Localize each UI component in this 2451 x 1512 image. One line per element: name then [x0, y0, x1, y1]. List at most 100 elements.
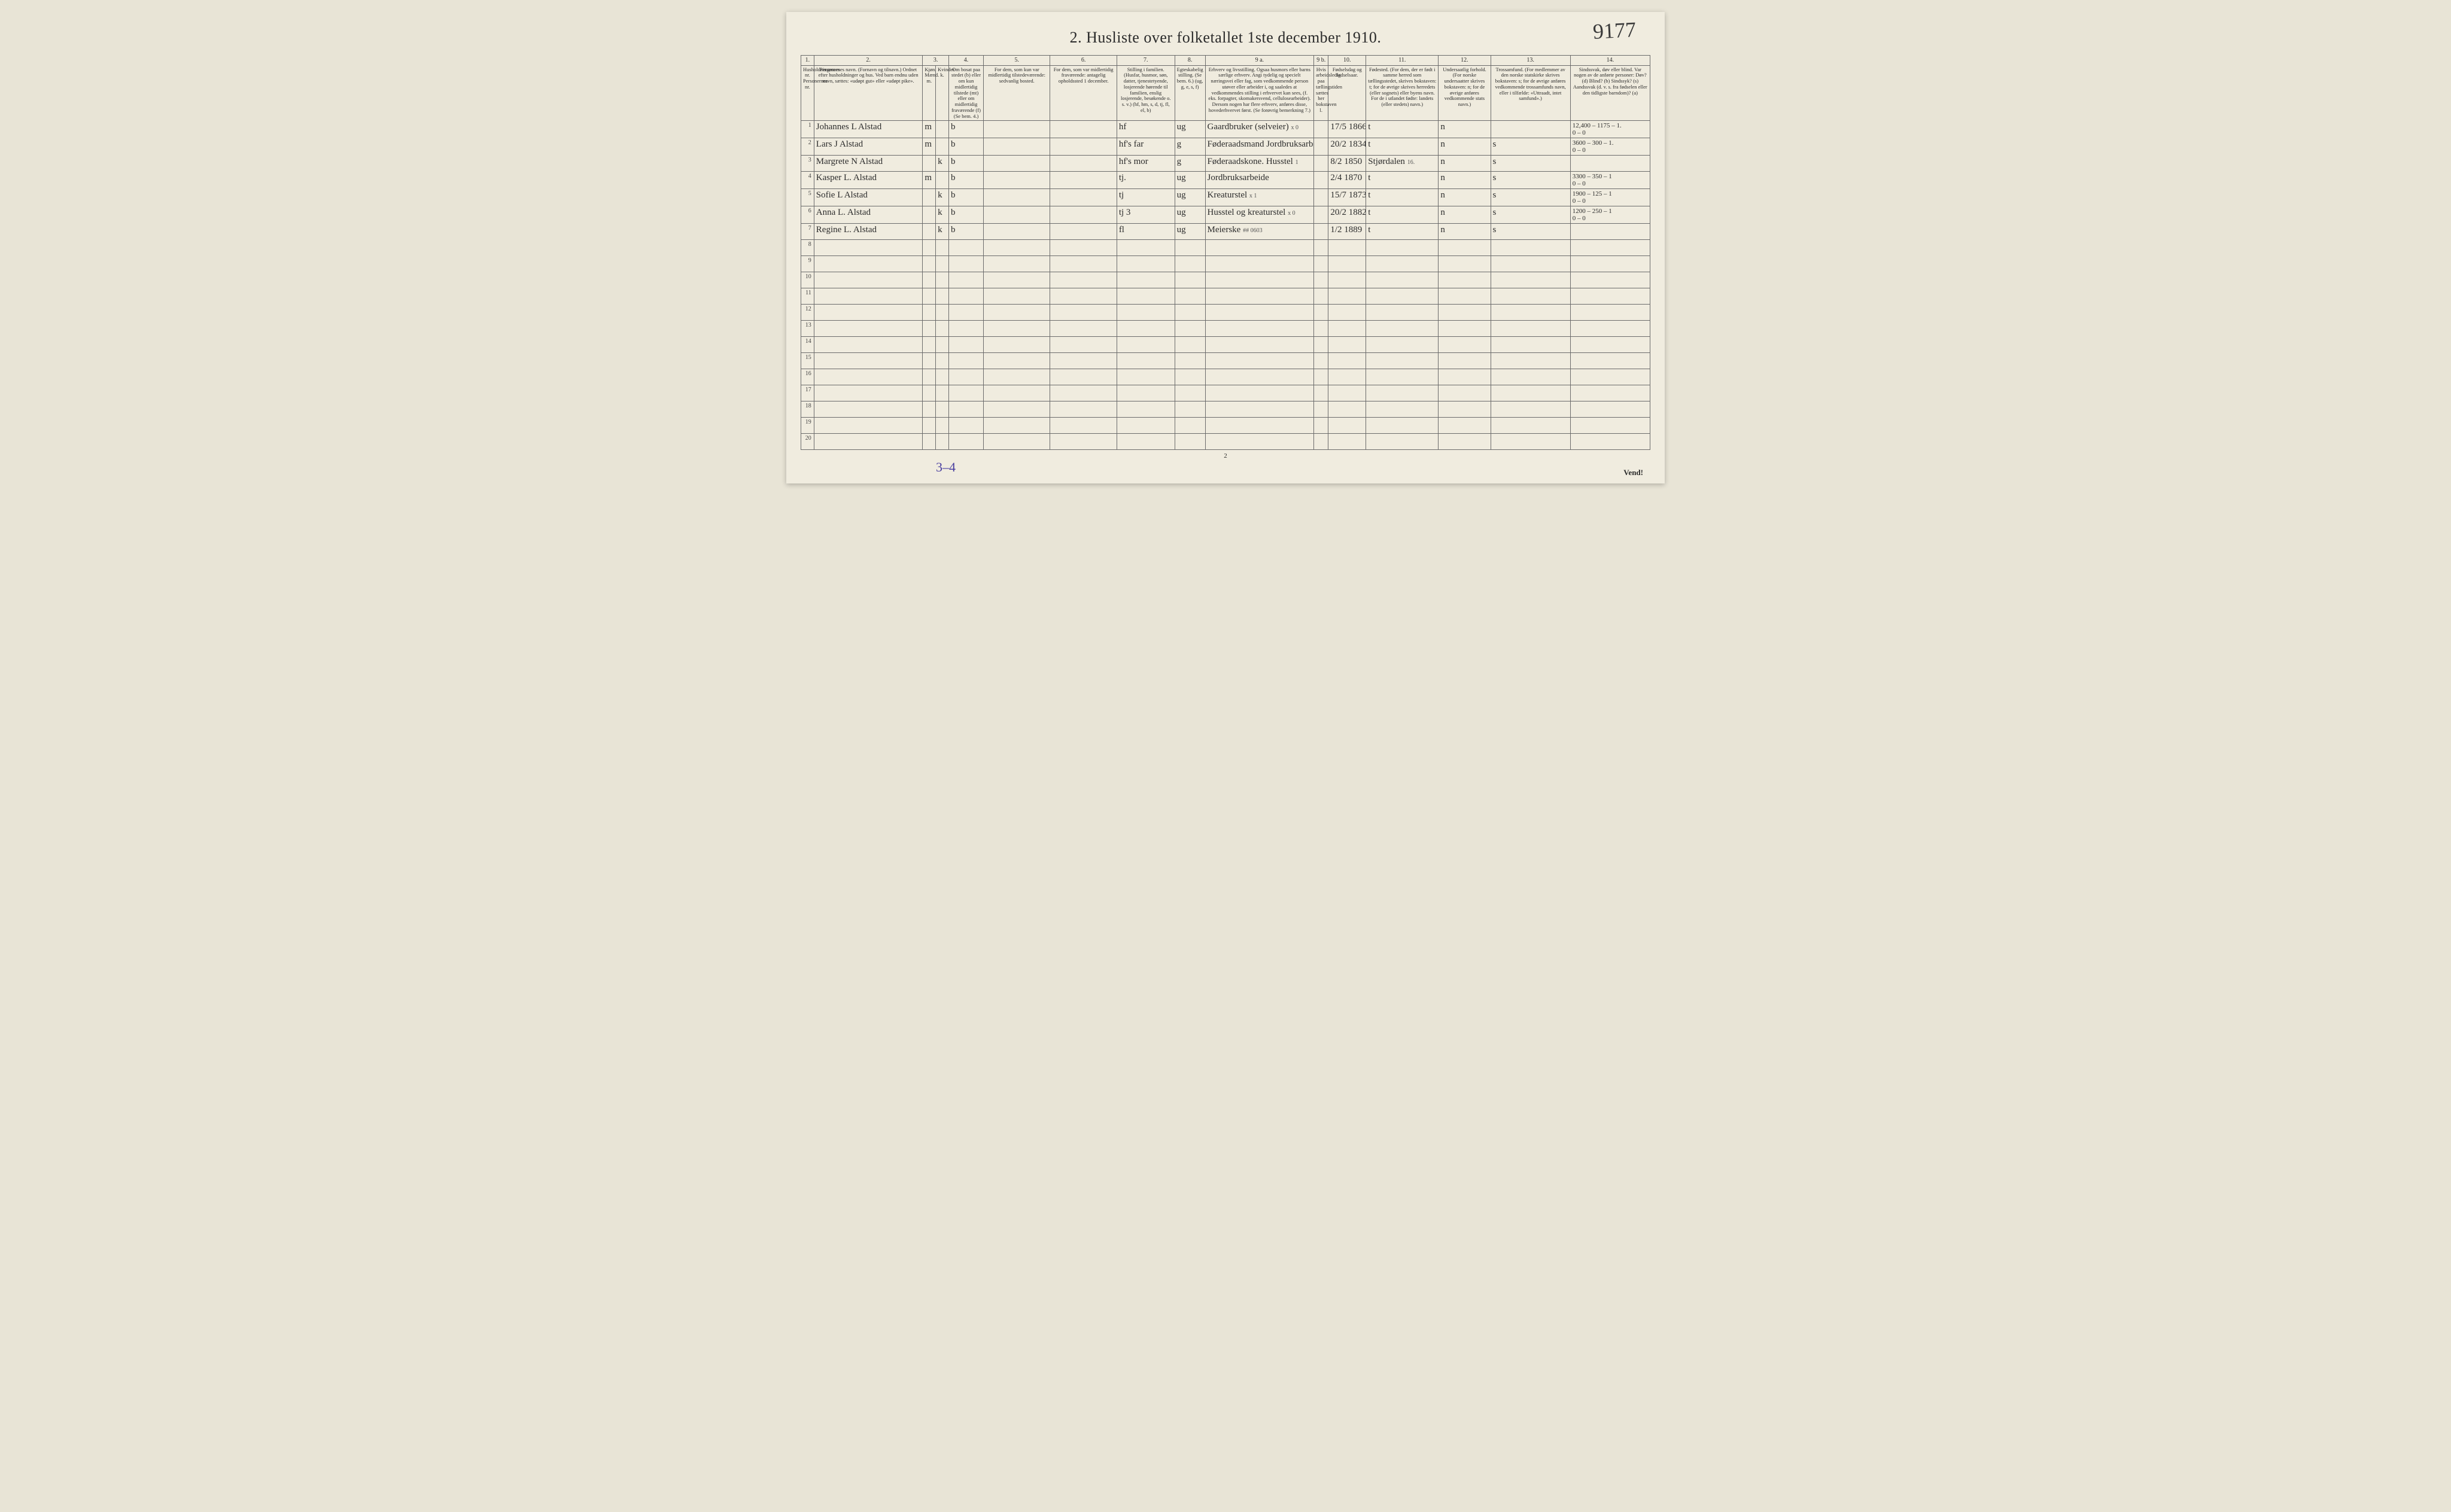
row-number: 14	[801, 337, 814, 353]
col5	[984, 156, 1050, 172]
empty-cell	[1366, 418, 1439, 434]
empty-cell	[1439, 401, 1491, 418]
empty-cell	[936, 369, 949, 385]
row-number: 5	[801, 189, 814, 206]
occupation: Gaardbruker (selveier) x 0	[1205, 121, 1314, 138]
empty-cell	[1175, 353, 1205, 369]
empty-cell	[923, 240, 936, 256]
sex-k: k	[936, 189, 949, 206]
table-row-empty: 12	[801, 305, 1650, 321]
empty-cell	[1050, 434, 1117, 450]
row-number: 10	[801, 272, 814, 288]
empty-cell	[923, 256, 936, 272]
empty-cell	[1117, 240, 1175, 256]
empty-cell	[1570, 418, 1650, 434]
empty-cell	[1439, 305, 1491, 321]
empty-cell	[1570, 401, 1650, 418]
empty-cell	[1205, 369, 1314, 385]
person-name: Regine L. Alstad	[814, 224, 923, 240]
footer-left-handwritten: 3–4	[936, 460, 956, 475]
empty-cell	[1491, 369, 1570, 385]
empty-cell	[1328, 369, 1366, 385]
footer-right-vend: Vend!	[1623, 468, 1643, 477]
birth-date: 1/2 1889	[1328, 224, 1366, 240]
empty-cell	[948, 353, 983, 369]
family-position: tj.	[1117, 172, 1175, 189]
col5	[984, 138, 1050, 156]
table-header: 1. 2. 3. 4. 5. 6. 7. 8. 9 a. 9 b. 10. 11…	[801, 56, 1650, 121]
disability-notes: 1200 – 250 – 1 0 – 0	[1570, 206, 1650, 224]
empty-cell	[1366, 369, 1439, 385]
empty-cell	[1570, 385, 1650, 401]
religion: s	[1491, 189, 1570, 206]
empty-cell	[1366, 337, 1439, 353]
residence-code: b	[948, 138, 983, 156]
row-number: 4	[801, 172, 814, 189]
empty-cell	[1175, 240, 1205, 256]
col6	[1050, 189, 1117, 206]
empty-cell	[814, 256, 923, 272]
empty-cell	[936, 401, 949, 418]
nationality: n	[1439, 224, 1491, 240]
empty-cell	[1439, 434, 1491, 450]
empty-cell	[1205, 337, 1314, 353]
hdr-8: Egteskabelig stilling. (Se bem. 6.) (ug,…	[1175, 65, 1205, 121]
column-number-row: 1. 2. 3. 4. 5. 6. 7. 8. 9 a. 9 b. 10. 11…	[801, 56, 1650, 66]
sex-m	[923, 189, 936, 206]
empty-cell	[1175, 337, 1205, 353]
empty-cell	[984, 272, 1050, 288]
empty-cell	[814, 353, 923, 369]
person-name: Lars J Alstad	[814, 138, 923, 156]
table-row-empty: 20	[801, 434, 1650, 450]
empty-cell	[1314, 369, 1328, 385]
occupation: Meierske ## 0603	[1205, 224, 1314, 240]
empty-cell	[923, 272, 936, 288]
disability-notes: 1900 – 125 – 1 0 – 0	[1570, 189, 1650, 206]
hdr-6: For dem, som var midlertidig fraværende:…	[1050, 65, 1117, 121]
empty-cell	[1117, 434, 1175, 450]
empty-cell	[1175, 369, 1205, 385]
empty-cell	[1491, 434, 1570, 450]
nationality: n	[1439, 121, 1491, 138]
marital-status: ug	[1175, 121, 1205, 138]
col5	[984, 206, 1050, 224]
empty-cell	[1205, 321, 1314, 337]
empty-cell	[1328, 288, 1366, 305]
empty-cell	[984, 401, 1050, 418]
empty-cell	[984, 385, 1050, 401]
family-position: tj 3	[1117, 206, 1175, 224]
column-header-row: Husholdningernes nr. Personernes nr. Per…	[801, 65, 1650, 121]
birth-date: 17/5 1866	[1328, 121, 1366, 138]
census-page: 9177 2. Husliste over folketallet 1ste d…	[786, 12, 1665, 483]
birthplace: t	[1366, 206, 1439, 224]
empty-cell	[1366, 272, 1439, 288]
empty-cell	[948, 321, 983, 337]
empty-cell	[814, 434, 923, 450]
empty-cell	[1050, 256, 1117, 272]
empty-cell	[1205, 305, 1314, 321]
col9b	[1314, 206, 1328, 224]
row-number: 1	[801, 121, 814, 138]
empty-cell	[1366, 305, 1439, 321]
sex-m	[923, 156, 936, 172]
table-row-empty: 11	[801, 288, 1650, 305]
row-number: 20	[801, 434, 814, 450]
empty-cell	[1328, 385, 1366, 401]
empty-cell	[1366, 401, 1439, 418]
residence-code: b	[948, 206, 983, 224]
marital-status: ug	[1175, 189, 1205, 206]
empty-cell	[1570, 353, 1650, 369]
empty-cell	[1117, 288, 1175, 305]
empty-cell	[1491, 353, 1570, 369]
colnum-11: 11.	[1366, 56, 1439, 66]
birth-date: 8/2 1850	[1328, 156, 1366, 172]
table-row-empty: 14	[801, 337, 1650, 353]
empty-cell	[984, 434, 1050, 450]
empty-cell	[1314, 337, 1328, 353]
empty-cell	[1314, 256, 1328, 272]
empty-cell	[948, 288, 983, 305]
empty-cell	[1175, 288, 1205, 305]
row-number: 8	[801, 240, 814, 256]
table-row: 6Anna L. Alstadkbtj 3ugHusstel og kreatu…	[801, 206, 1650, 224]
empty-cell	[1314, 321, 1328, 337]
